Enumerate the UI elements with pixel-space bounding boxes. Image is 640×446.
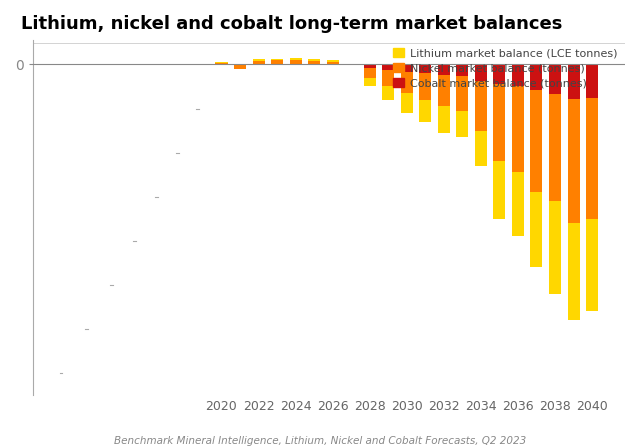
Bar <box>401 64 413 72</box>
Bar <box>531 64 543 90</box>
Bar <box>549 64 561 95</box>
Bar <box>456 64 468 137</box>
Bar <box>401 64 413 93</box>
Bar <box>216 62 227 64</box>
Bar <box>401 64 413 113</box>
Bar <box>531 64 543 192</box>
Bar <box>419 64 431 122</box>
Bar <box>419 64 431 99</box>
Bar <box>493 64 506 161</box>
Bar <box>456 64 468 111</box>
Bar <box>234 64 246 69</box>
Bar <box>382 64 394 87</box>
Bar <box>512 64 524 87</box>
Bar <box>475 64 487 131</box>
Bar <box>586 64 598 219</box>
Bar <box>456 64 468 76</box>
Bar <box>382 64 394 99</box>
Bar <box>326 62 339 64</box>
Bar <box>586 64 598 311</box>
Bar <box>568 64 580 99</box>
Bar <box>493 64 506 84</box>
Bar <box>382 64 394 70</box>
Bar <box>271 60 283 64</box>
Bar <box>364 64 376 68</box>
Bar <box>438 64 450 75</box>
Bar <box>289 60 301 64</box>
Bar <box>568 64 580 223</box>
Bar <box>438 64 450 106</box>
Bar <box>549 64 561 201</box>
Bar <box>568 64 580 320</box>
Legend: Lithium market balance (LCE tonnes), Nickel market balance (tonnes), Cobalt mark: Lithium market balance (LCE tonnes), Nic… <box>388 43 621 93</box>
Bar <box>512 64 524 236</box>
Bar <box>586 64 598 98</box>
Bar <box>475 64 487 166</box>
Bar <box>493 64 506 219</box>
Bar <box>364 64 376 87</box>
Bar <box>512 64 524 173</box>
Bar <box>308 59 320 64</box>
Bar <box>549 64 561 294</box>
Bar <box>364 64 376 78</box>
Text: Benchmark Mineral Intelligence, Lithium, Nickel and Cobalt Forecasts, Q2 2023: Benchmark Mineral Intelligence, Lithium,… <box>114 436 526 446</box>
Bar <box>345 64 357 65</box>
Bar <box>475 64 487 81</box>
Bar <box>531 64 543 267</box>
Bar <box>271 58 283 64</box>
Bar <box>253 59 264 64</box>
Text: Lithium, nickel and cobalt long-term market balances: Lithium, nickel and cobalt long-term mar… <box>21 15 563 33</box>
Bar <box>216 62 227 64</box>
Bar <box>289 58 301 64</box>
Bar <box>419 64 431 73</box>
Bar <box>438 64 450 133</box>
Bar <box>326 60 339 64</box>
Bar <box>308 61 320 64</box>
Bar <box>253 61 264 64</box>
